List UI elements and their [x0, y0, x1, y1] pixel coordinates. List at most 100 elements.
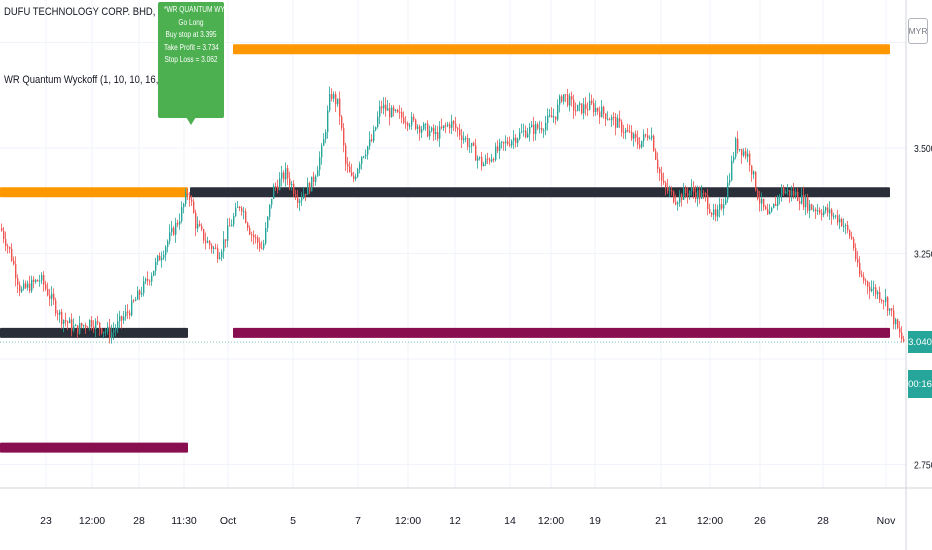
candle-body [529, 127, 531, 134]
candle-body [753, 171, 755, 175]
candle-body [71, 319, 73, 331]
candle-body [485, 158, 487, 165]
x-tick-label: 12:00 [538, 515, 564, 527]
candle-body [625, 129, 627, 133]
candle-body [119, 316, 121, 322]
candle-body [85, 325, 87, 328]
candle-body [841, 218, 843, 227]
candle-body [355, 176, 357, 179]
candle-body [345, 145, 347, 165]
candle-body [67, 321, 69, 324]
candle-body [527, 133, 529, 138]
candle-body [503, 141, 505, 144]
candle-body [233, 215, 235, 225]
candle-body [791, 190, 793, 196]
candle-body [97, 321, 99, 323]
candle-body [269, 204, 271, 217]
candle-body [75, 325, 77, 327]
x-tick-label: 14 [504, 515, 516, 527]
candle-body [129, 312, 131, 316]
candle-body [437, 132, 439, 139]
candle-body [65, 320, 67, 322]
candle-body [371, 139, 373, 141]
y-tick-label: 3.500 [914, 143, 932, 154]
candle-body [499, 142, 501, 151]
candle-body [551, 115, 553, 118]
candle-body [573, 99, 575, 111]
candle-body [615, 117, 617, 128]
candle-body [157, 255, 159, 262]
candle-body [81, 323, 83, 327]
candle-body [585, 104, 587, 110]
candle-body [713, 209, 715, 215]
candle-body [347, 164, 349, 167]
candle-body [339, 98, 341, 117]
candle-body [199, 224, 201, 227]
candle-body [193, 201, 195, 213]
candle-body [711, 212, 713, 215]
candle-body [595, 108, 597, 112]
candle-body [621, 121, 623, 133]
x-tick-label: Oct [220, 515, 236, 527]
candle-body [693, 187, 695, 193]
signal-label-pointer [186, 117, 196, 125]
candle-body [289, 178, 291, 186]
candle-body [577, 105, 579, 111]
candle-body [535, 124, 537, 134]
candle-body [271, 198, 273, 205]
candle-body [25, 283, 27, 288]
level-bar-orange [233, 44, 890, 55]
candle-body [257, 237, 259, 243]
candle-body [247, 222, 249, 229]
candle-body [283, 172, 285, 180]
candle-body [19, 284, 21, 292]
candle-body [623, 132, 625, 134]
candle-body [459, 129, 461, 136]
candle-body [101, 328, 103, 334]
candle-body [759, 198, 761, 204]
candle-body [419, 126, 421, 133]
indicator-legend[interactable]: WR Quantum Wyckoff (1, 10, 10, 16, 45) [4, 74, 175, 86]
candle-body [187, 193, 189, 196]
candle-body [689, 190, 691, 196]
candle-body [507, 141, 509, 144]
candle-body [321, 145, 323, 158]
signal-label-box: *WR QUANTUM WYCKOFF* Go Long Buy stop at… [158, 2, 250, 118]
candle-body [1, 228, 3, 231]
candle-body [715, 209, 717, 217]
candle-body [299, 200, 301, 203]
candle-body [813, 209, 815, 211]
candle-body [135, 299, 137, 302]
candle-body [133, 300, 135, 302]
candle-body [349, 166, 351, 173]
currency-button[interactable]: MYR [908, 18, 928, 44]
candle-body [457, 128, 459, 130]
candle-body [619, 118, 621, 122]
candle-body [383, 104, 385, 109]
candle-body [391, 107, 393, 118]
candle-body [323, 139, 325, 146]
candle-body [555, 116, 557, 120]
candle-body [83, 325, 85, 327]
candle-body [47, 288, 49, 296]
candle-body [381, 106, 383, 109]
candle-body [3, 230, 5, 240]
x-tick-label: 7 [355, 515, 361, 527]
candle-body [399, 112, 401, 114]
candle-body [751, 165, 753, 175]
candle-body [895, 319, 897, 325]
candle-body [747, 153, 749, 157]
candle-body [889, 308, 891, 311]
candle-body [683, 188, 685, 200]
candle-body [313, 176, 315, 182]
candle-body [511, 140, 513, 146]
candle-body [789, 190, 791, 196]
level-bar-maroon [0, 442, 188, 453]
candle-body [755, 171, 757, 190]
signal-label-direction: Go Long [178, 17, 204, 27]
candle-body [377, 116, 379, 128]
candle-body [639, 144, 641, 148]
candle-body [51, 293, 53, 299]
candle-body [49, 295, 51, 299]
